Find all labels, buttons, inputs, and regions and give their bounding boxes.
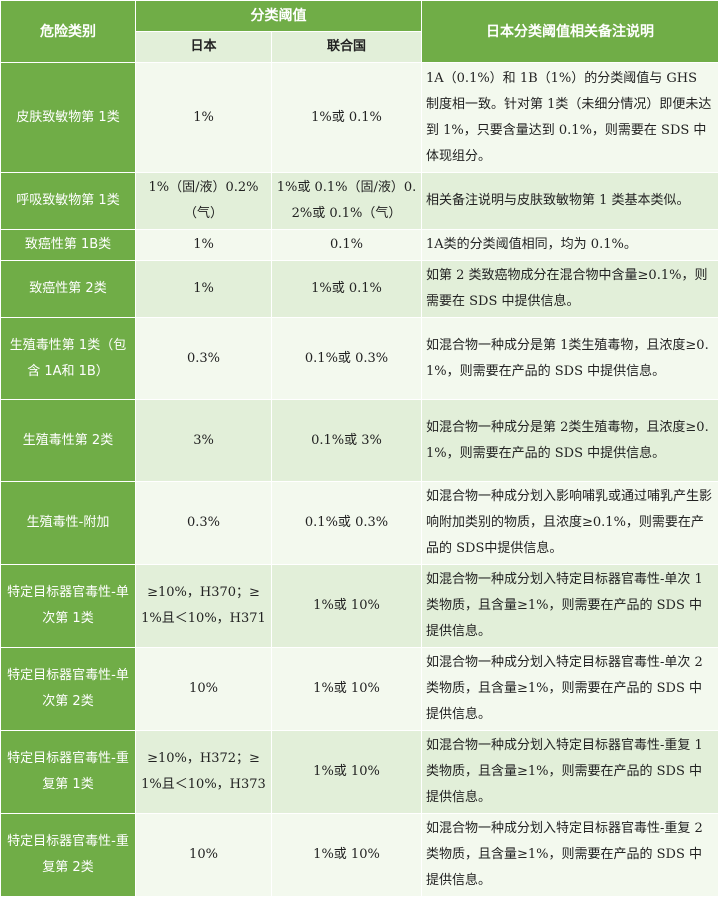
row-category: 生殖毒性第 1类（包含 1A和 1B） [1,318,136,400]
row-category: 生殖毒性第 2类 [1,400,136,482]
row-japan-threshold: 1%（固/液）0.2%（气） [136,173,272,230]
row-un-threshold: 0.1% [272,230,422,261]
row-japan-threshold: 3% [136,400,272,482]
table-row: 特定目标器官毒性-单次第 1类 ≥10%，H370；≥1%且＜10%，H371 … [1,565,718,648]
header-japan: 日本 [136,32,272,63]
row-note: 如混合物一种成分划入特定目标器官毒性-重复 1 类物质，且含量≥1%，则需要在产… [422,731,718,814]
row-un-threshold: 1%或 10% [272,731,422,814]
table-body: 皮肤致敏物第 1类 1% 1%或 0.1% 1A（0.1%）和 1B（1%）的分… [1,63,718,897]
row-category: 皮肤致敏物第 1类 [1,63,136,173]
row-category: 特定目标器官毒性-重复第 2类 [1,814,136,897]
row-un-threshold: 1%或 0.1% [272,63,422,173]
row-note: 如混合物一种成分划入特定目标器官毒性-单次 1 类物质，且含量≥1%，则需要在产… [422,565,718,648]
table-row: 特定目标器官毒性-单次第 2类 10% 1%或 10% 如混合物一种成分划入特定… [1,648,718,731]
row-category: 特定目标器官毒性-重复第 1类 [1,731,136,814]
row-note: 相关备注说明与皮肤致敏物第 1 类基本类似。 [422,173,718,230]
row-un-threshold: 1%或 10% [272,648,422,731]
row-japan-threshold: 10% [136,648,272,731]
row-un-threshold: 1%或 10% [272,814,422,897]
row-category: 致癌性第 1B类 [1,230,136,261]
header-threshold: 分类阈值 [136,1,422,32]
row-category: 特定目标器官毒性-单次第 2类 [1,648,136,731]
row-japan-threshold: 0.3% [136,318,272,400]
table-row: 生殖毒性-附加 0.3% 0.1%或 0.3% 如混合物一种成分划入影响哺乳或通… [1,482,718,565]
table-row: 皮肤致敏物第 1类 1% 1%或 0.1% 1A（0.1%）和 1B（1%）的分… [1,63,718,173]
row-un-threshold: 0.1%或 0.3% [272,318,422,400]
table-row: 特定目标器官毒性-重复第 1类 ≥10%，H372；≥1%且＜10%，H373 … [1,731,718,814]
table-row: 特定目标器官毒性-重复第 2类 10% 1%或 10% 如混合物一种成分划入特定… [1,814,718,897]
row-un-threshold: 1%或 10% [272,565,422,648]
row-un-threshold: 1%或 0.1% [272,261,422,318]
row-note: 1A（0.1%）和 1B（1%）的分类阈值与 GHS 制度相一致。针对第 1类（… [422,63,718,173]
row-category: 生殖毒性-附加 [1,482,136,565]
row-japan-threshold: 0.3% [136,482,272,565]
table-header: 危险类别 分类阈值 日本分类阈值相关备注说明 日本 联合国 [1,1,718,63]
row-un-threshold: 0.1%或 3% [272,400,422,482]
header-un: 联合国 [272,32,422,63]
header-category: 危险类别 [1,1,136,63]
table-row: 生殖毒性第 2类 3% 0.1%或 3% 如混合物一种成分是第 2类生殖毒物，且… [1,400,718,482]
row-japan-threshold: 1% [136,230,272,261]
row-category: 致癌性第 2类 [1,261,136,318]
row-japan-threshold: ≥10%，H372；≥1%且＜10%，H373 [136,731,272,814]
row-japan-threshold: 1% [136,63,272,173]
header-notes: 日本分类阈值相关备注说明 [422,1,718,63]
table-row: 致癌性第 1B类 1% 0.1% 1A类的分类阈值相同，均为 0.1%。 [1,230,718,261]
row-note: 如混合物一种成分划入影响哺乳或通过哺乳产生影响附加类别的物质，且浓度≥0.1%，… [422,482,718,565]
row-japan-threshold: 10% [136,814,272,897]
row-note: 如混合物一种成分划入特定目标器官毒性-重复 2 类物质，且含量≥1%，则需要在产… [422,814,718,897]
row-japan-threshold: ≥10%，H370；≥1%且＜10%，H371 [136,565,272,648]
row-note: 如混合物一种成分划入特定目标器官毒性-单次 2 类物质，且含量≥1%，则需要在产… [422,648,718,731]
row-note: 如混合物一种成分是第 2类生殖毒物，且浓度≥0.1%，则需要在产品的 SDS 中… [422,400,718,482]
table-row: 致癌性第 2类 1% 1%或 0.1% 如第 2 类致癌物成分在混合物中含量≥0… [1,261,718,318]
table-row: 生殖毒性第 1类（包含 1A和 1B） 0.3% 0.1%或 0.3% 如混合物… [1,318,718,400]
row-note: 如混合物一种成分是第 1类生殖毒物，且浓度≥0.1%，则需要在产品的 SDS 中… [422,318,718,400]
row-category: 呼吸致敏物第 1类 [1,173,136,230]
row-un-threshold: 1%或 0.1%（固/液）0.2%或 0.1%（气） [272,173,422,230]
row-category: 特定目标器官毒性-单次第 1类 [1,565,136,648]
row-note: 如第 2 类致癌物成分在混合物中含量≥0.1%，则需要在 SDS 中提供信息。 [422,261,718,318]
row-un-threshold: 0.1%或 0.3% [272,482,422,565]
row-note: 1A类的分类阈值相同，均为 0.1%。 [422,230,718,261]
table-row: 呼吸致敏物第 1类 1%（固/液）0.2%（气） 1%或 0.1%（固/液）0.… [1,173,718,230]
row-japan-threshold: 1% [136,261,272,318]
